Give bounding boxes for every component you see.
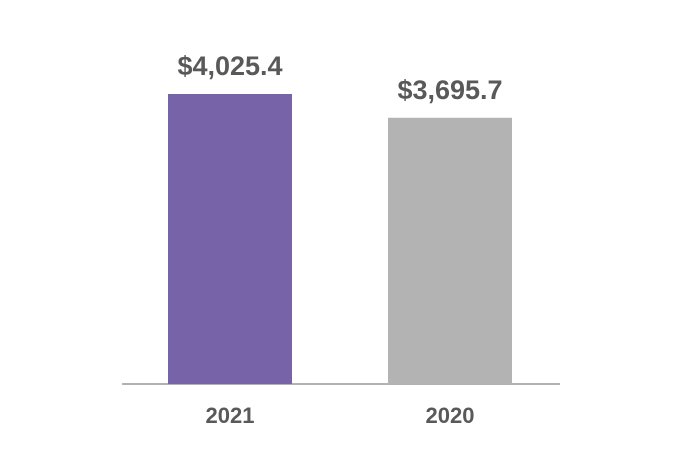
x-tick-label: 2020 [426,403,475,428]
x-tick-label: 2021 [206,403,255,428]
value-label: $4,025.4 [177,51,282,81]
bar [388,117,512,385]
value-label: $3,695.7 [397,75,502,105]
bar [168,94,292,384]
